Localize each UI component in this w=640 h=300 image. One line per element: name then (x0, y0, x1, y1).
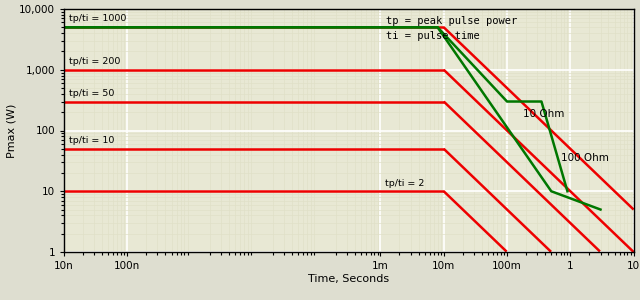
Text: tp/ti = 200: tp/ti = 200 (69, 57, 120, 66)
Text: tp/ti = 10: tp/ti = 10 (69, 136, 115, 145)
Text: tp/ti = 1000: tp/ti = 1000 (69, 14, 126, 23)
Y-axis label: Pmax (W): Pmax (W) (6, 103, 16, 158)
Text: tp/ti = 50: tp/ti = 50 (69, 88, 115, 98)
Text: 100 Ohm: 100 Ohm (561, 153, 609, 164)
Text: tp/ti = 2: tp/ti = 2 (385, 178, 425, 188)
Text: 10 Ohm: 10 Ohm (523, 109, 564, 118)
Text: tp = peak pulse power
ti = pulse time: tp = peak pulse power ti = pulse time (386, 16, 517, 41)
X-axis label: Time, Seconds: Time, Seconds (308, 274, 389, 284)
